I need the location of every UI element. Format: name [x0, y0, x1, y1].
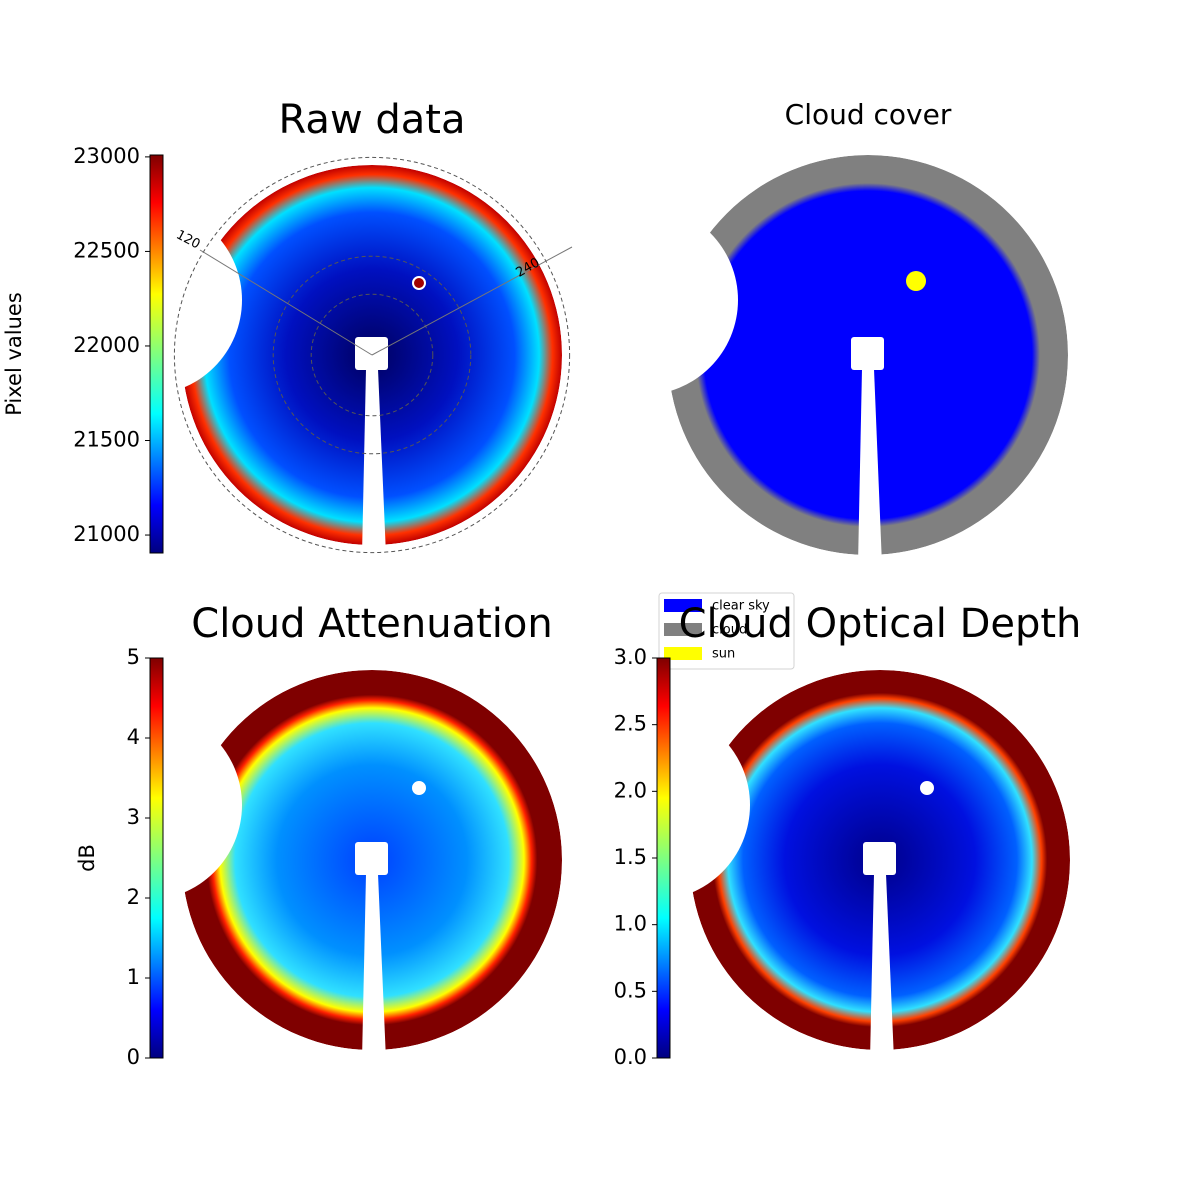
- colorbar-tick-label: 21500: [73, 428, 140, 452]
- colorbar-tick-label: 21000: [73, 522, 140, 546]
- colorbar-tick-label: 3.0: [614, 645, 647, 669]
- colorbar-label: Pixel values: [2, 292, 26, 416]
- polar-grid: [173, 156, 571, 554]
- colorbar-tick-label: 0: [127, 1045, 140, 1069]
- colorbar-tick-label: 5: [127, 645, 140, 669]
- colorbar-label: dB: [75, 844, 99, 872]
- colorbar-tick-label: 0.0: [614, 1045, 647, 1069]
- sun-spot: [412, 276, 426, 290]
- polar-spoke: [371, 246, 573, 356]
- panel-title: Raw data: [279, 97, 466, 143]
- arm-cutout: [355, 337, 388, 370]
- arm-cutout: [858, 369, 882, 565]
- sun-spot: [906, 271, 926, 291]
- colorbar-tick-label: 1: [127, 965, 140, 989]
- colorbar-tick-label: 1.0: [614, 912, 647, 936]
- colorbar-tick-label: 22500: [73, 238, 140, 262]
- colorbar-tick-label: 2.0: [614, 778, 647, 802]
- colorbar: [149, 657, 164, 1059]
- polar-spoke: [199, 249, 373, 356]
- sun-spot: [920, 781, 934, 795]
- legend-swatch: [664, 623, 702, 636]
- legend-label: clear sky: [712, 599, 770, 614]
- legend-label: cloud: [712, 623, 747, 638]
- colorbar-tick-label: 23000: [73, 144, 140, 168]
- polar-grid: [272, 255, 472, 455]
- colorbar-tick-label: 2.5: [614, 712, 647, 736]
- panel-title: Cloud Optical Depth: [679, 601, 1082, 647]
- arm-cutout: [362, 874, 386, 1060]
- colorbar: [149, 154, 164, 554]
- sun-spot: [412, 781, 426, 795]
- arm-cutout: [863, 842, 896, 875]
- legend-swatch: [664, 599, 702, 612]
- colorbar-tick-label: 0.5: [614, 978, 647, 1002]
- arm-cutout: [870, 874, 894, 1060]
- polar-grid: [310, 293, 434, 417]
- panel-title: Cloud cover: [785, 98, 952, 131]
- polar-label: 120: [174, 228, 203, 253]
- colorbar-tick-label: 1.5: [614, 845, 647, 869]
- colorbar-tick-label: 3: [127, 805, 140, 829]
- legend-label: sun: [712, 647, 735, 662]
- colorbar-tick-label: 4: [127, 725, 140, 749]
- legend-swatch: [664, 647, 702, 660]
- colorbar-tick-label: 2: [127, 885, 140, 909]
- colorbar-tick-label: 22000: [73, 333, 140, 357]
- colorbar: [656, 657, 671, 1059]
- arm-cutout: [355, 842, 388, 875]
- panel-title: Cloud Attenuation: [191, 601, 552, 647]
- arm-cutout: [851, 337, 884, 370]
